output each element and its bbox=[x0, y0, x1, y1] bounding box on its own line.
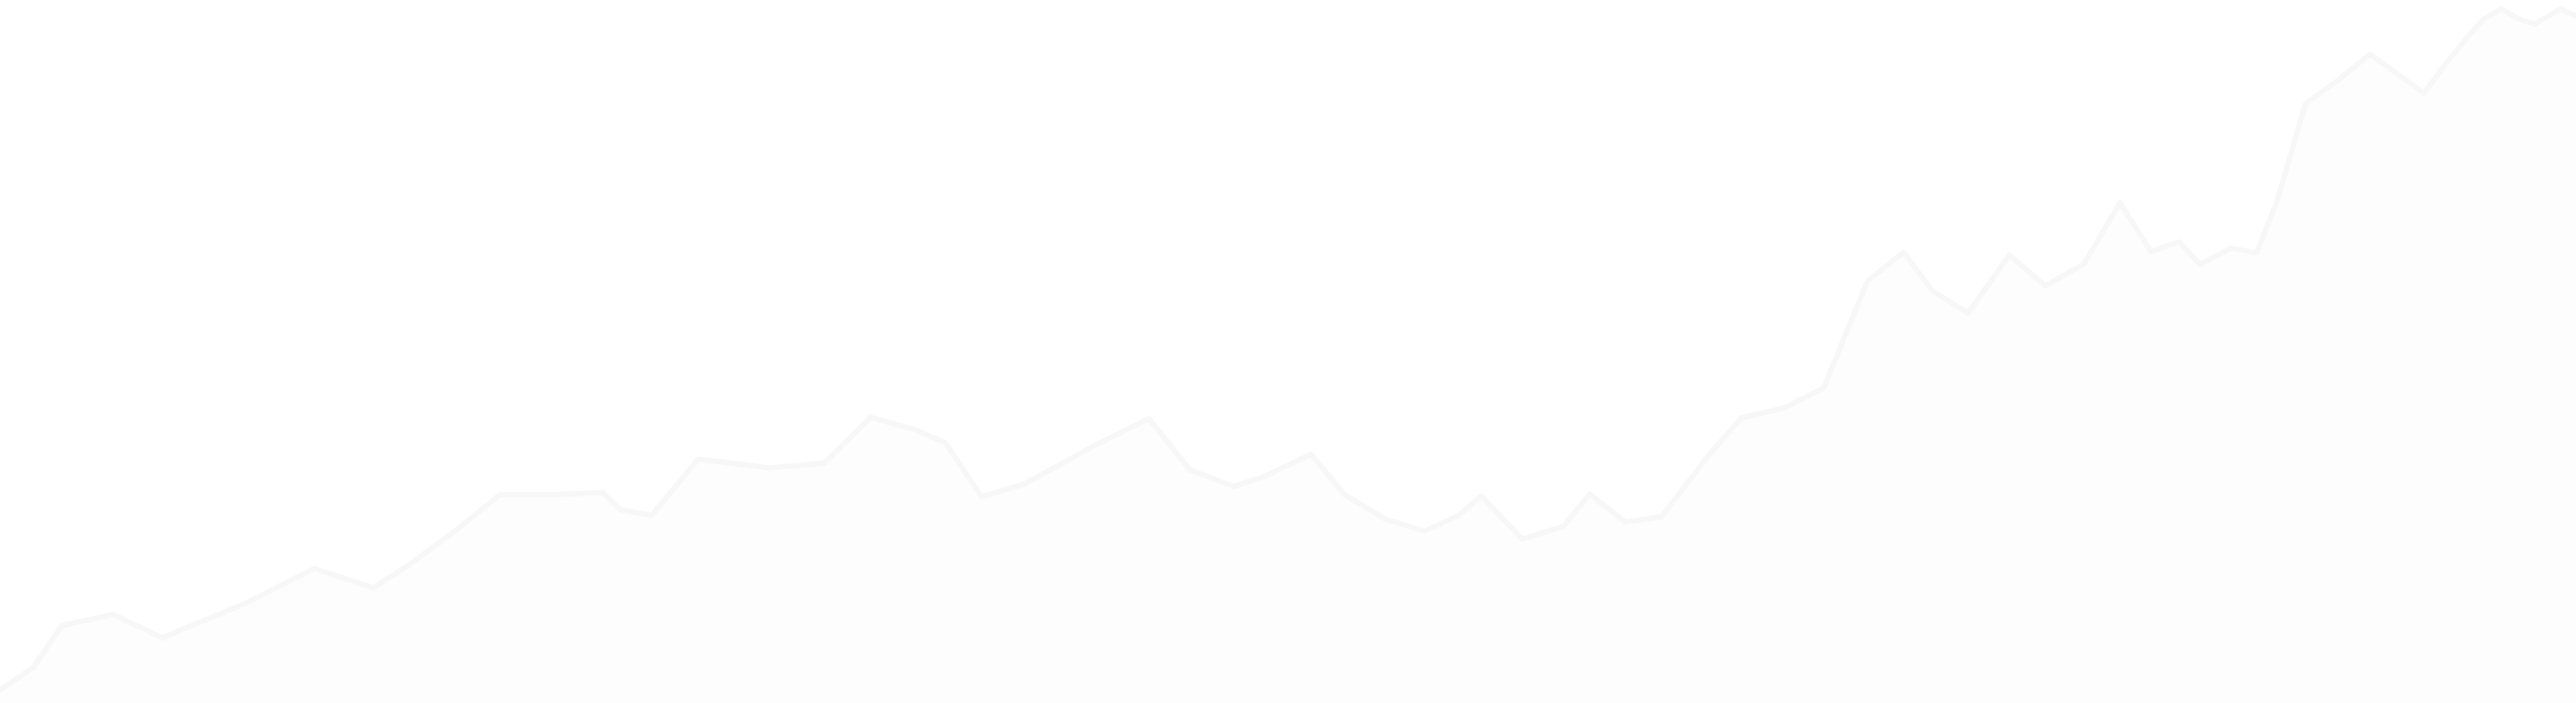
series-point bbox=[2042, 283, 2048, 289]
series-point bbox=[1022, 480, 1029, 487]
series-point bbox=[2253, 250, 2259, 256]
series-area-fill bbox=[0, 9, 2576, 703]
series-point bbox=[59, 623, 65, 629]
series-point bbox=[618, 506, 624, 512]
series-point bbox=[1479, 493, 1484, 499]
series-point bbox=[30, 665, 37, 671]
series-point bbox=[496, 492, 503, 498]
series-point bbox=[943, 439, 948, 445]
series-point bbox=[2462, 37, 2469, 43]
series-point bbox=[868, 414, 874, 420]
series-point bbox=[2117, 199, 2123, 206]
series-point bbox=[1705, 453, 1711, 460]
series-point bbox=[2367, 51, 2373, 57]
series-point bbox=[821, 460, 827, 466]
series-point bbox=[1561, 523, 1567, 529]
series-point bbox=[1623, 519, 1629, 525]
series-point bbox=[2302, 100, 2309, 106]
series-point bbox=[1587, 491, 1592, 497]
series-point bbox=[2557, 6, 2563, 12]
series-point bbox=[1262, 473, 1268, 479]
series-point bbox=[1231, 483, 1237, 489]
series-point bbox=[370, 585, 377, 591]
series-point bbox=[979, 494, 985, 500]
series-point bbox=[311, 565, 318, 572]
series-point bbox=[648, 512, 655, 519]
series-point bbox=[1308, 451, 1314, 457]
series-point bbox=[1455, 512, 1462, 519]
series-point bbox=[1865, 278, 1870, 284]
series-point bbox=[453, 527, 459, 533]
series-point bbox=[242, 600, 248, 606]
series-point bbox=[2197, 261, 2203, 267]
series-point bbox=[599, 489, 606, 495]
series-point bbox=[911, 427, 918, 433]
series-point bbox=[2498, 6, 2504, 12]
series-point bbox=[2573, 13, 2576, 19]
series-point bbox=[406, 562, 412, 568]
series-point bbox=[2516, 16, 2522, 22]
series-point bbox=[2334, 79, 2340, 85]
series-point bbox=[1187, 467, 1193, 473]
series-point bbox=[695, 456, 701, 462]
series-point bbox=[2148, 249, 2154, 255]
series-point bbox=[2080, 261, 2087, 267]
series-point bbox=[1421, 528, 1428, 534]
series-point bbox=[110, 612, 116, 618]
series-point bbox=[2176, 239, 2182, 245]
series-point bbox=[2228, 245, 2234, 251]
series-point bbox=[1146, 416, 1152, 422]
series-point bbox=[1089, 444, 1096, 450]
series-point bbox=[2531, 21, 2538, 27]
series-point bbox=[767, 465, 774, 471]
series-point bbox=[1821, 385, 1826, 391]
series-point bbox=[1520, 536, 1526, 542]
series-point bbox=[1342, 492, 1348, 498]
series-point bbox=[2480, 16, 2487, 22]
series-point bbox=[1929, 287, 1935, 293]
series-point bbox=[551, 492, 557, 498]
series-point bbox=[1782, 404, 1788, 411]
series-point bbox=[1658, 513, 1665, 520]
series-point bbox=[1738, 415, 1744, 421]
series-point bbox=[2442, 62, 2448, 68]
series-point bbox=[1965, 310, 1971, 317]
series-point bbox=[0, 687, 3, 693]
series-point bbox=[2274, 198, 2280, 204]
series-point bbox=[2006, 252, 2012, 258]
series-point bbox=[159, 635, 165, 641]
series-point bbox=[1901, 249, 1907, 255]
series-point bbox=[1383, 516, 1389, 522]
series-point bbox=[2421, 90, 2428, 97]
